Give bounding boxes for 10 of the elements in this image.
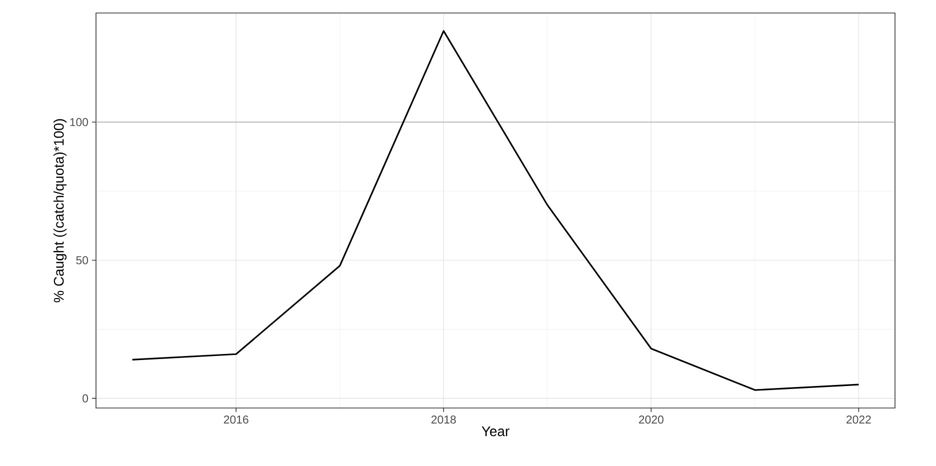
x-tick-label: 2022 [846, 416, 871, 424]
y-tick-label: 50 [76, 256, 88, 264]
y-axis-title: % Caught ((catch/quota)*100) [54, 119, 67, 302]
y-tick-label: 100 [70, 118, 88, 126]
x-axis-title: Year [482, 426, 510, 436]
y-tick-label: 0 [82, 394, 88, 402]
x-tick-label: 2016 [224, 416, 248, 424]
x-tick-label: 2020 [638, 416, 664, 424]
line-series [132, 30, 860, 391]
x-tick-label: 2018 [431, 416, 456, 424]
